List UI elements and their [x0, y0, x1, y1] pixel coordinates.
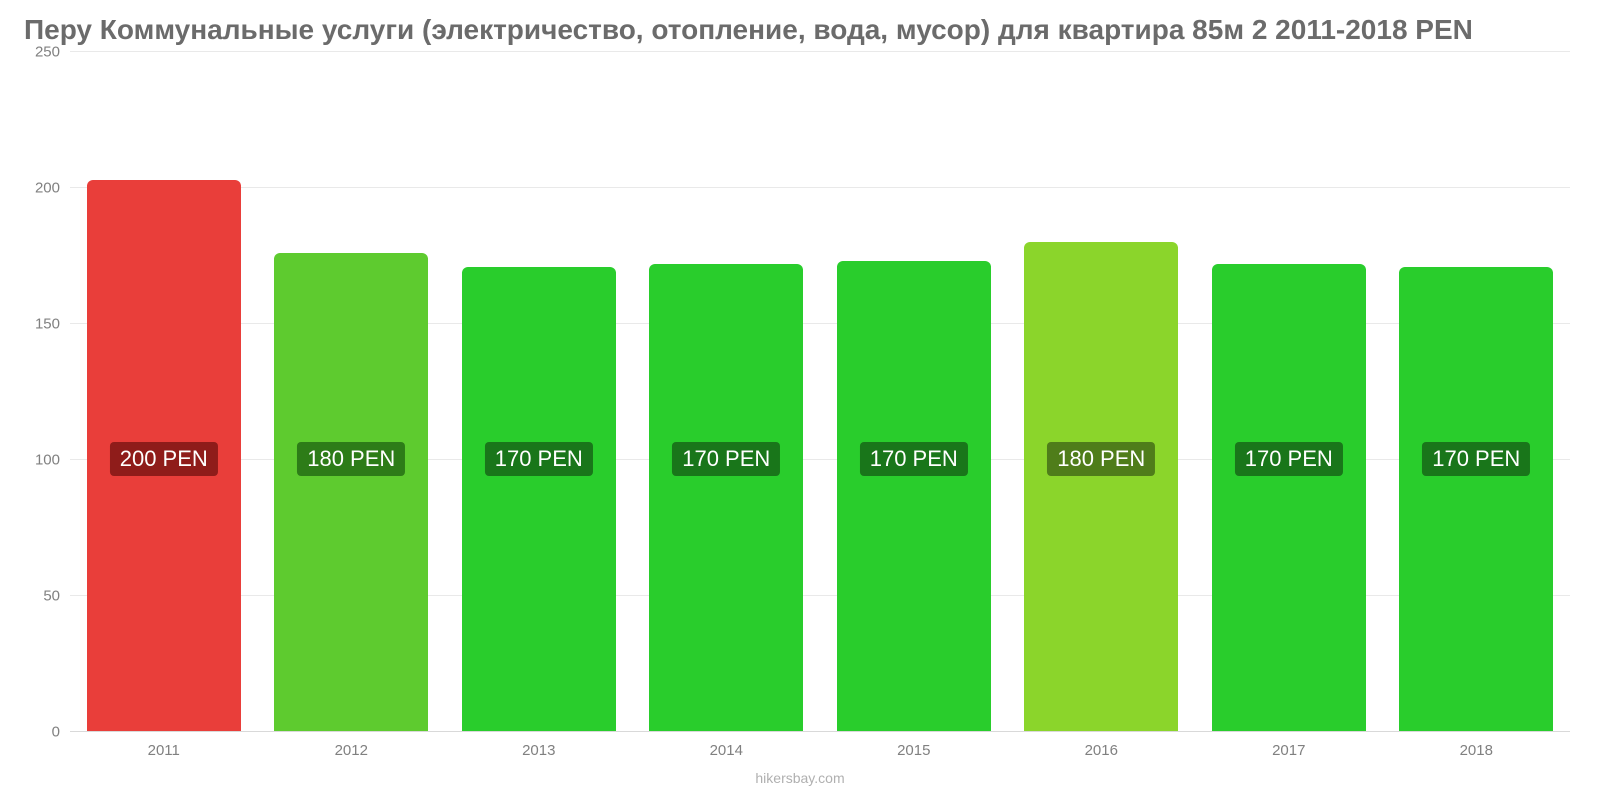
bar-value-label: 170 PEN	[485, 442, 593, 476]
x-tick-label: 2014	[633, 732, 821, 772]
bar-value-label: 180 PEN	[297, 442, 405, 476]
y-tick-label: 200	[20, 180, 60, 197]
bar-value-label: 170 PEN	[860, 442, 968, 476]
bar: 170 PEN	[837, 261, 991, 732]
x-tick-label: 2016	[1008, 732, 1196, 772]
credit-text: hikersbay.com	[20, 770, 1580, 786]
x-tick-label: 2011	[70, 732, 258, 772]
bar-slot: 170 PEN	[1383, 52, 1571, 732]
bar: 170 PEN	[462, 267, 616, 732]
y-tick-label: 150	[20, 316, 60, 333]
chart-title: Перу Коммунальные услуги (электричество,…	[20, 10, 1580, 52]
x-tick-label: 2015	[820, 732, 1008, 772]
x-tick-label: 2012	[258, 732, 446, 772]
x-tick-label: 2017	[1195, 732, 1383, 772]
plot-area: 050100150200250 200 PEN180 PEN170 PEN170…	[70, 52, 1570, 732]
bars-container: 200 PEN 180 PEN 170 PEN 170 PEN 170 PEN 180 P…	[70, 52, 1570, 732]
y-tick-label: 50	[20, 588, 60, 605]
bar-slot: 170 PEN	[1195, 52, 1383, 732]
y-tick-label: 250	[20, 44, 60, 61]
bar: 170 PEN	[1212, 264, 1366, 732]
bar-slot: 180 PEN	[258, 52, 446, 732]
bar-slot: 170 PEN	[445, 52, 633, 732]
bar: 200 PEN	[87, 180, 241, 732]
bar-value-label: 170 PEN	[1235, 442, 1343, 476]
bar-value-label: 170 PEN	[672, 442, 780, 476]
bar: 180 PEN	[274, 253, 428, 732]
x-axis: 20112012201320142015201620172018	[70, 732, 1570, 772]
utilities-bar-chart: Перу Коммунальные услуги (электричество,…	[0, 0, 1600, 800]
bar-slot: 200 PEN	[70, 52, 258, 732]
bar-value-label: 180 PEN	[1047, 442, 1155, 476]
bar-value-label: 200 PEN	[110, 442, 218, 476]
bar-slot: 170 PEN	[633, 52, 821, 732]
bar-slot: 180 PEN	[1008, 52, 1196, 732]
bar: 180 PEN	[1024, 242, 1178, 732]
bar: 170 PEN	[1399, 267, 1553, 732]
bar-slot: 170 PEN	[820, 52, 1008, 732]
y-tick-label: 0	[20, 724, 60, 741]
x-tick-label: 2018	[1383, 732, 1571, 772]
x-tick-label: 2013	[445, 732, 633, 772]
bar-value-label: 170 PEN	[1422, 442, 1530, 476]
bar: 170 PEN	[649, 264, 803, 732]
y-tick-label: 100	[20, 452, 60, 469]
